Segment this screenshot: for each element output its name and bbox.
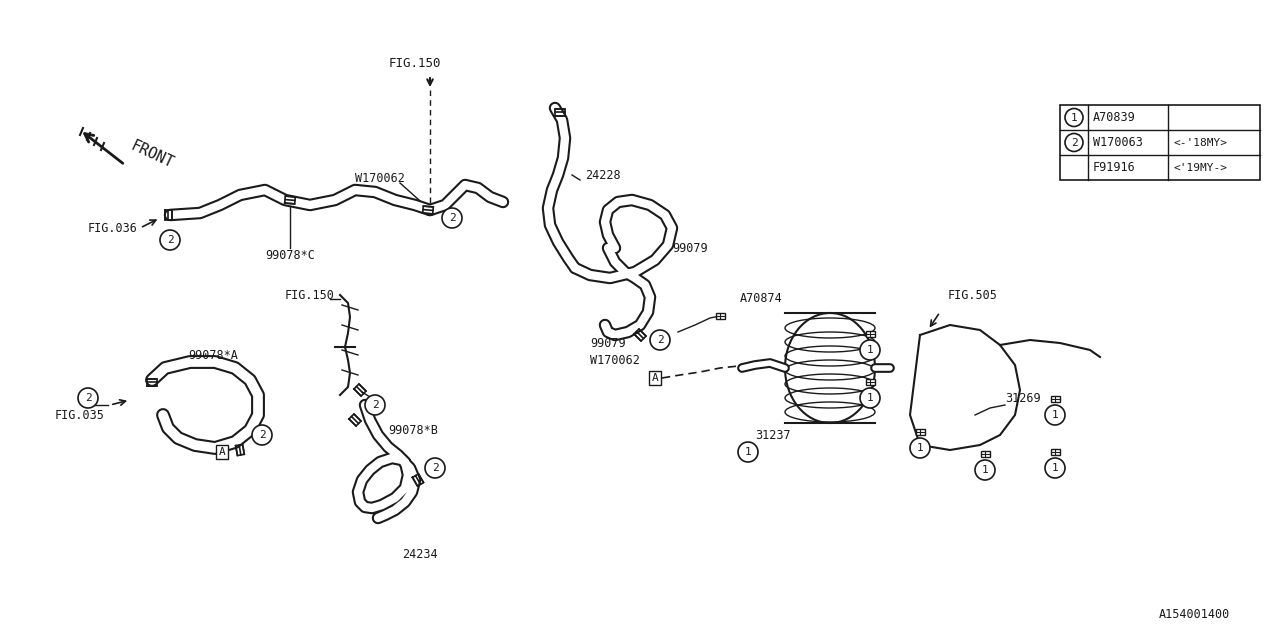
Text: FIG.150: FIG.150 [285,289,335,301]
Bar [1051,396,1060,402]
Text: FIG.150: FIG.150 [389,56,442,70]
Text: 24234: 24234 [402,548,438,561]
Bar [716,313,724,319]
Circle shape [442,208,462,228]
Text: F91916: F91916 [1093,161,1135,174]
Text: W170063: W170063 [1093,136,1143,149]
Circle shape [975,460,995,480]
Text: FIG.505: FIG.505 [948,289,998,301]
Text: 99078*A: 99078*A [188,349,238,362]
Circle shape [910,438,931,458]
Text: 99078*C: 99078*C [265,248,315,262]
Text: 1: 1 [867,345,873,355]
Text: 2: 2 [657,335,663,345]
Circle shape [425,458,445,478]
Text: A: A [652,373,658,383]
Text: 1: 1 [982,465,988,475]
Text: 1: 1 [867,393,873,403]
Text: 99078*B: 99078*B [388,424,438,436]
Text: 31237: 31237 [755,429,791,442]
Text: 1: 1 [1052,410,1059,420]
Circle shape [739,442,758,462]
Text: FIG.035: FIG.035 [55,408,105,422]
Text: 2: 2 [431,463,438,473]
Circle shape [860,388,881,408]
Circle shape [160,230,180,250]
Text: 1: 1 [745,447,751,457]
Circle shape [650,330,669,350]
Text: FIG.036: FIG.036 [88,221,138,234]
Text: <-'18MY>: <-'18MY> [1172,138,1228,147]
Text: A: A [219,447,225,457]
Text: 99079: 99079 [590,337,626,349]
Text: 2: 2 [1070,138,1078,147]
Bar [1051,449,1060,455]
Text: A70839: A70839 [1093,111,1135,124]
Text: <'19MY->: <'19MY-> [1172,163,1228,173]
Bar [865,379,874,385]
Text: A70874: A70874 [740,291,783,305]
Circle shape [1044,405,1065,425]
Bar [1060,105,1260,180]
Text: 2: 2 [448,213,456,223]
Circle shape [1065,109,1083,127]
Text: 1: 1 [916,443,923,453]
Text: 1: 1 [1070,113,1078,122]
Bar [915,429,924,435]
Text: A154001400: A154001400 [1158,609,1230,621]
Text: W170062: W170062 [590,353,640,367]
Text: 1: 1 [1052,463,1059,473]
Text: 99079: 99079 [672,241,708,255]
Circle shape [252,425,273,445]
Circle shape [1065,134,1083,152]
Text: 2: 2 [371,400,379,410]
Text: W170062: W170062 [355,172,404,184]
Circle shape [365,395,385,415]
Text: FRONT: FRONT [128,139,175,172]
Text: 2: 2 [259,430,265,440]
Text: 24228: 24228 [585,168,621,182]
Text: 31269: 31269 [1005,392,1041,404]
Circle shape [78,388,99,408]
Circle shape [1044,458,1065,478]
Text: 2: 2 [166,235,173,245]
Bar [865,331,874,337]
Circle shape [860,340,881,360]
Bar [980,451,989,457]
Text: 2: 2 [84,393,91,403]
